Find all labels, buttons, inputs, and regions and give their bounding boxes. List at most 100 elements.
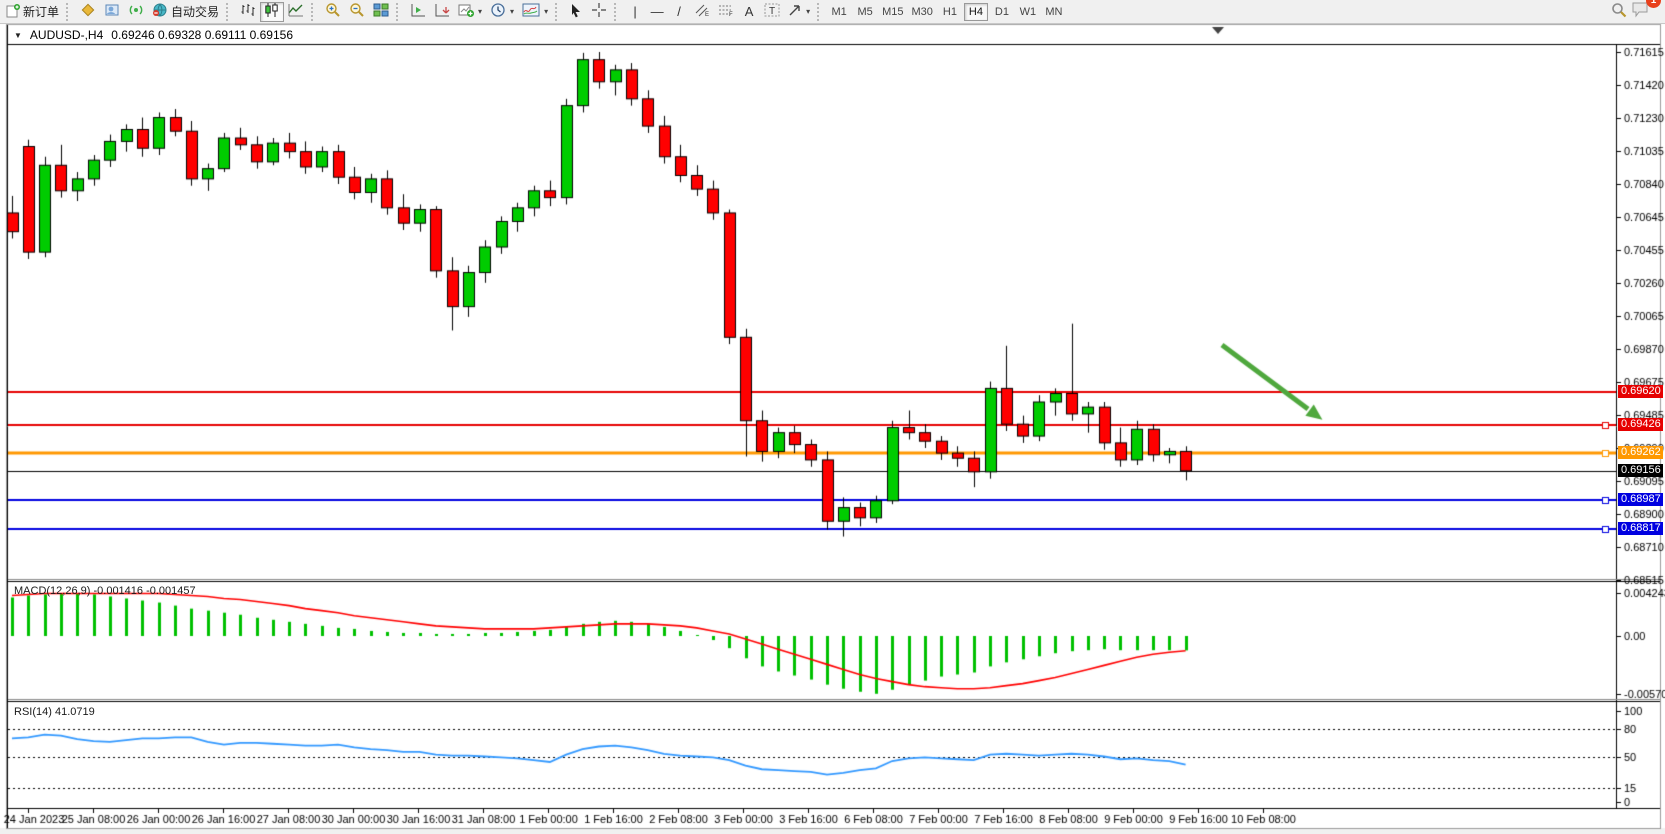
symbol-period-label: AUDUSD-,H4: [29, 28, 104, 42]
autotrade-icon: [152, 2, 168, 21]
svg-text:T: T: [769, 6, 775, 17]
price-level-badge-0.69620[interactable]: 0.69620: [1618, 385, 1663, 399]
tf-button-W1[interactable]: W1: [1016, 3, 1040, 21]
vertical-line-tool[interactable]: |: [624, 2, 646, 22]
line-chart-icon: [288, 3, 304, 20]
svg-text:F: F: [729, 12, 733, 17]
fibonacci-icon: F: [718, 3, 734, 20]
new-chart-icon: [458, 3, 475, 20]
text-icon: A: [744, 4, 754, 19]
crosshair-icon: [591, 2, 607, 21]
line-chart-button[interactable]: [284, 2, 308, 22]
chart-title: ▼ AUDUSD-,H4 0.69246 0.69328 0.69111 0.6…: [14, 28, 293, 42]
text-label-tool[interactable]: T: [760, 2, 784, 22]
tile-windows-button[interactable]: [369, 2, 393, 22]
text-tool[interactable]: A: [738, 2, 760, 22]
tf-button-H4[interactable]: H4: [963, 2, 988, 21]
tile-windows-icon: [373, 3, 389, 20]
tf-button-M30[interactable]: M30: [909, 3, 936, 21]
new-chart-button[interactable]: ▾: [454, 2, 486, 22]
macd-label: MACD(12,26,9) -0.001416 -0.001457: [14, 585, 196, 597]
chevron-down-icon: ▾: [544, 7, 549, 16]
search-button[interactable]: [1607, 2, 1631, 22]
rsi-value: 41.0719: [54, 706, 95, 718]
ohlc-values: 0.69246 0.69328 0.69111 0.69156: [111, 28, 293, 42]
cursor-button[interactable]: [565, 2, 587, 22]
chart-shift-button[interactable]: [406, 2, 430, 22]
tf-button-M15[interactable]: M15: [879, 3, 906, 21]
macd-name: MACD(12,26,9): [14, 585, 91, 597]
price-level-badge-0.69426[interactable]: 0.69426: [1618, 418, 1663, 432]
price-level-badge-0.68987[interactable]: 0.68987: [1618, 493, 1663, 507]
crosshair-button[interactable]: [587, 2, 611, 22]
chevron-down-icon: ▾: [806, 7, 811, 16]
new-order-icon: [6, 3, 20, 20]
rsi-label: RSI(14) 41.0719: [14, 706, 95, 718]
gold-diamond-button[interactable]: [76, 2, 100, 22]
toolbar-grip: [614, 2, 621, 21]
toolbar-grip: [555, 2, 562, 21]
auto-scroll-button[interactable]: [430, 2, 454, 22]
symbol-dropdown-icon[interactable]: ▼: [14, 30, 22, 40]
notification-badge: 1: [1646, 0, 1661, 8]
candlestick-chart-button[interactable]: [260, 1, 285, 22]
templates-button[interactable]: ▾: [518, 2, 552, 22]
svg-text:E: E: [705, 12, 709, 17]
arrows-icon: [788, 3, 802, 20]
new-order-label: 新订单: [23, 5, 60, 19]
tf-button-H1[interactable]: H1: [938, 3, 962, 21]
price-level-badge-0.69262[interactable]: 0.69262: [1618, 446, 1663, 460]
toolbar-grip: [817, 2, 824, 21]
bar-chart-icon: [240, 3, 256, 20]
zoom-in-icon: [325, 2, 341, 21]
arrows-tool[interactable]: ▾: [784, 2, 814, 22]
zoom-in-button[interactable]: [321, 2, 345, 22]
toolbar-grip: [66, 2, 73, 21]
toolbar-grip: [311, 2, 318, 21]
tf-button-M5[interactable]: M5: [853, 3, 877, 21]
signal-icon: [128, 2, 144, 21]
channel-tool[interactable]: E: [690, 2, 714, 22]
periods-icon: [490, 2, 506, 21]
trendline-icon: /: [677, 4, 681, 19]
zoom-out-button[interactable]: [345, 2, 369, 22]
channel-icon: E: [694, 3, 710, 20]
rsi-name: RSI(14): [14, 706, 52, 718]
tf-button-M1[interactable]: M1: [827, 3, 851, 21]
autotrade-button[interactable]: 自动交易: [148, 2, 223, 22]
signal-button[interactable]: [124, 2, 148, 22]
price-level-badge-0.68817[interactable]: 0.68817: [1618, 522, 1663, 536]
search-icon: [1611, 2, 1627, 21]
toolbar-grip: [226, 2, 233, 21]
market-watch-button[interactable]: [100, 2, 124, 22]
fibonacci-tool[interactable]: F: [714, 2, 738, 22]
vertical-line-icon: |: [633, 4, 637, 19]
trendline-tool[interactable]: /: [668, 2, 690, 22]
tf-button-D1[interactable]: D1: [990, 3, 1014, 21]
toolbar: 新订单 自动交易 ▾ ▾ ▾ | — / E F A T ▾ M1 M5 M15 M3…: [0, 0, 1665, 24]
new-order-button[interactable]: 新订单: [2, 2, 63, 22]
chart-shift-icon: [410, 3, 426, 20]
chevron-down-icon: ▾: [510, 7, 515, 16]
text-label-icon: T: [764, 3, 780, 20]
chevron-down-icon: ▾: [478, 7, 483, 16]
macd-values: -0.001416 -0.001457: [93, 585, 196, 597]
tf-button-MN[interactable]: MN: [1042, 3, 1066, 21]
zoom-out-icon: [349, 2, 365, 21]
bar-chart-button[interactable]: [236, 2, 260, 22]
price-level-badge-0.69156[interactable]: 0.69156: [1618, 464, 1663, 478]
templates-icon: [522, 3, 540, 20]
autotrade-label: 自动交易: [171, 5, 220, 19]
notifications-icon: [1631, 2, 1651, 22]
periods-button[interactable]: ▾: [486, 2, 518, 22]
horizontal-line-icon: —: [650, 4, 664, 19]
cursor-icon: [569, 3, 583, 21]
auto-scroll-icon: [434, 3, 450, 20]
market-watch-icon: [104, 2, 120, 21]
gold-diamond-icon: [80, 2, 96, 21]
horizontal-line-tool[interactable]: —: [646, 2, 668, 22]
timeframe-group: M1 M5 M15 M30 H1 H4 D1 W1 MN: [827, 2, 1066, 21]
toolbar-grip: [396, 2, 403, 21]
notifications-button[interactable]: 1: [1631, 0, 1661, 23]
